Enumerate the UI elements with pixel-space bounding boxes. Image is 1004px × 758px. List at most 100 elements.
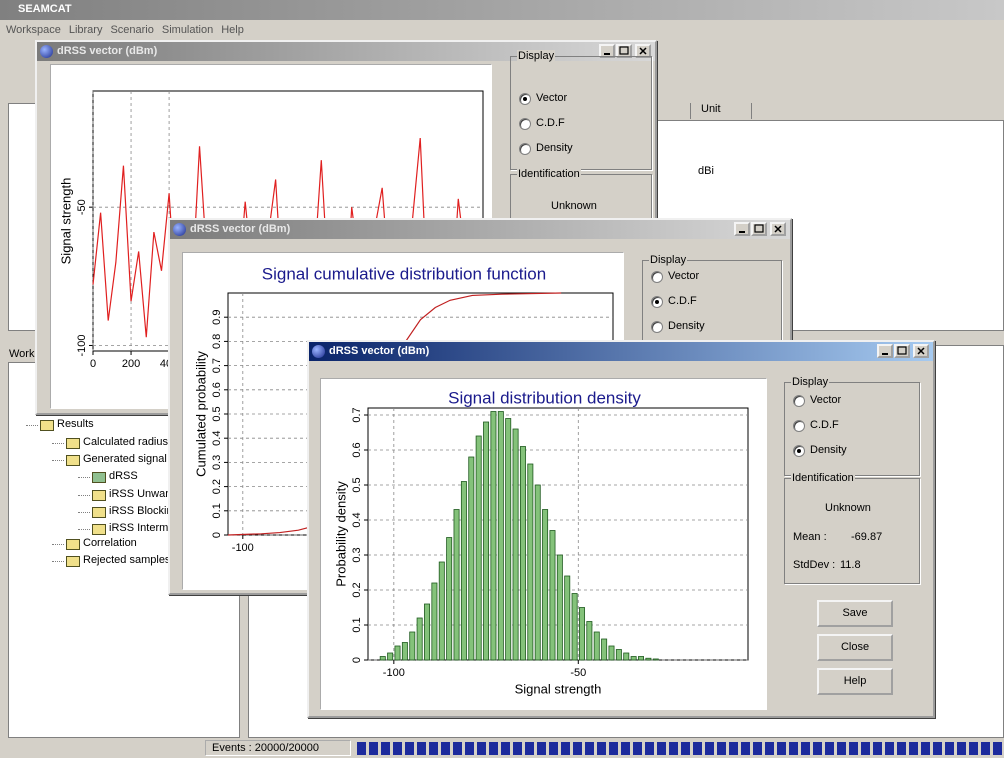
button-glyph <box>882 353 888 355</box>
tree-item[interactable]: iRSS Blocking <box>109 505 179 517</box>
button-glyph <box>774 225 782 233</box>
window-min-button[interactable] <box>734 222 750 236</box>
glyph <box>619 46 629 55</box>
radio-label[interactable]: C.D.F <box>810 419 839 431</box>
tree-item[interactable]: Results <box>57 418 94 430</box>
window-close-button[interactable] <box>770 222 786 236</box>
display-group: Display Vector C.D.F Density <box>510 50 652 170</box>
menu-item[interactable]: Scenario <box>110 24 154 36</box>
group-label: Display <box>517 50 556 62</box>
progress-block <box>957 742 966 755</box>
menu-item[interactable]: Help <box>221 24 244 36</box>
window-max-button[interactable] <box>894 344 910 358</box>
progress-block <box>585 742 594 755</box>
menu-item[interactable]: Workspace <box>6 24 61 36</box>
radio-label[interactable]: Vector <box>668 270 700 282</box>
button-glyph <box>604 53 610 55</box>
dialog-button[interactable]: Close <box>817 634 893 661</box>
tree-item[interactable]: Generated signal <box>83 453 167 465</box>
menu-item[interactable]: Library <box>68 24 103 36</box>
tree-connector <box>52 443 64 444</box>
progress-block <box>633 742 642 755</box>
radio-label[interactable]: C.D.F <box>668 295 697 307</box>
histogram-bar <box>409 631 416 661</box>
tree-connector <box>52 561 64 562</box>
y-tick-label: 0 <box>351 657 363 663</box>
y-tick-label: -50 <box>76 199 88 215</box>
progress-block <box>861 742 870 755</box>
window-min-button[interactable] <box>877 344 893 358</box>
histogram-bar <box>401 642 408 661</box>
histogram-bar <box>549 530 556 661</box>
radio-button[interactable] <box>651 321 663 333</box>
window-icon <box>173 223 186 236</box>
radio-label[interactable]: C.D.F <box>536 117 565 129</box>
radio-button[interactable] <box>519 143 531 155</box>
identification-value: Unknown <box>551 200 597 212</box>
radio-button[interactable] <box>519 118 531 130</box>
radio-label[interactable]: Density <box>668 320 705 332</box>
progress-block <box>825 742 834 755</box>
radio-button[interactable] <box>651 271 663 283</box>
tree-item[interactable]: Correlation <box>83 537 137 549</box>
window-close-button[interactable] <box>913 344 929 358</box>
button-glyph <box>754 224 764 233</box>
radio-label[interactable]: Vector <box>810 394 842 406</box>
progress-block <box>885 742 894 755</box>
dialog-button[interactable]: Help <box>817 668 893 695</box>
progress-block <box>933 742 942 755</box>
radio-label[interactable]: Vector <box>536 92 568 104</box>
tree-item[interactable]: Calculated radius <box>83 436 168 448</box>
histogram-bar <box>438 561 445 661</box>
folder-icon <box>66 556 80 567</box>
mean-value: -69.87 <box>851 531 883 543</box>
progress-block <box>873 742 882 755</box>
y-axis-label: Cumulated probability <box>193 351 208 477</box>
radio-dot <box>797 449 801 453</box>
window-max-button[interactable] <box>616 44 632 58</box>
dialog-title: dRSS vector (dBm) <box>190 223 291 235</box>
histogram-bar <box>453 509 460 661</box>
progress-block <box>525 742 534 755</box>
progress-block <box>453 742 462 755</box>
tree-connector <box>26 425 38 426</box>
progress-block <box>693 742 702 755</box>
progress-block <box>921 742 930 755</box>
radio-label[interactable]: Density <box>810 444 847 456</box>
tree-item[interactable]: dRSS <box>109 470 138 482</box>
histogram-bar <box>623 652 630 661</box>
tree-item[interactable]: iRSS Unwanted <box>109 488 187 500</box>
radio-button[interactable] <box>793 420 805 432</box>
histogram-bar <box>645 657 652 661</box>
histogram-bar <box>416 617 423 661</box>
histogram-bar <box>475 435 482 661</box>
window-min-button[interactable] <box>599 44 615 58</box>
y-tick-label: 0.1 <box>211 503 223 518</box>
dialog-button[interactable]: Save <box>817 600 893 627</box>
chart-panel: Signal distribution density 0 0.1 0.2 0.3 0.4… <box>320 378 767 710</box>
identification-value: Unknown <box>825 502 871 514</box>
histogram-bar <box>638 656 644 661</box>
menu-item[interactable]: Simulation <box>161 24 214 36</box>
window-max-button[interactable] <box>751 222 767 236</box>
radio-label[interactable]: Density <box>536 142 573 154</box>
progress-block <box>981 742 990 755</box>
tree-item[interactable]: Rejected samples <box>83 554 171 566</box>
tree-connector <box>78 495 90 496</box>
y-tick-label: 0.2 <box>351 582 363 597</box>
histogram-bar <box>615 649 622 661</box>
progress-block <box>489 742 498 755</box>
progress-block <box>945 742 954 755</box>
button-glyph <box>619 46 629 55</box>
radio-button[interactable] <box>793 395 805 407</box>
glyph <box>639 47 647 55</box>
y-tick-label: 0 <box>211 532 223 538</box>
dialog-title: dRSS vector (dBm) <box>329 345 430 357</box>
histogram-bar <box>556 554 563 661</box>
window-close-button[interactable] <box>635 44 651 58</box>
histogram-bar <box>490 411 497 661</box>
folder-icon <box>92 524 106 535</box>
chart-title: Signal cumulative distribution function <box>262 264 546 283</box>
progress-block <box>417 742 426 755</box>
status-box: Events : 20000/20000 <box>205 740 351 756</box>
